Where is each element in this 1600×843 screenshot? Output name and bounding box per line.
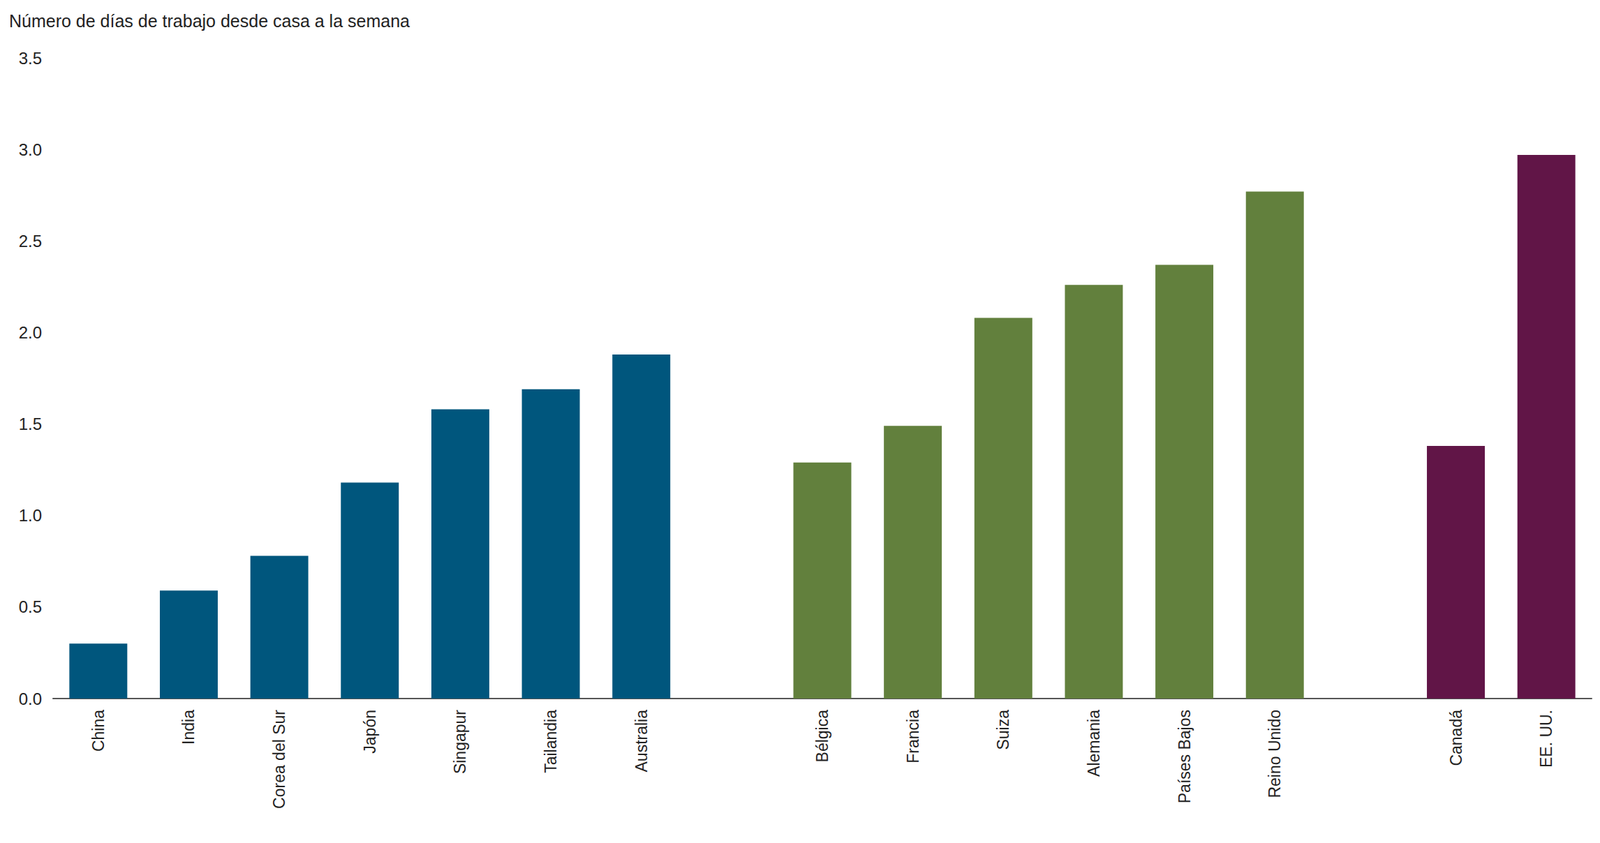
svg-text:Bélgica: Bélgica [813, 709, 832, 764]
svg-text:2.0: 2.0 [18, 323, 42, 343]
svg-text:0.0: 0.0 [18, 689, 42, 709]
svg-text:3.0: 3.0 [18, 140, 42, 160]
svg-text:2.5: 2.5 [18, 231, 42, 251]
svg-text:EE. UU.: EE. UU. [1537, 709, 1556, 768]
svg-text:India: India [179, 709, 198, 745]
svg-text:Singapur: Singapur [450, 709, 470, 775]
svg-text:Alemania: Alemania [1084, 709, 1103, 777]
svg-text:Japón: Japón [360, 709, 380, 754]
svg-text:China: China [89, 709, 108, 752]
svg-text:Número de días de trabajo desd: Número de días de trabajo desde casa a l… [9, 11, 410, 31]
svg-text:0.5: 0.5 [18, 597, 42, 617]
svg-text:Corea del Sur: Corea del Sur [270, 709, 289, 810]
svg-text:Tailandia: Tailandia [541, 709, 560, 774]
svg-text:Reino Unido: Reino Unido [1265, 709, 1284, 799]
svg-text:Australia: Australia [632, 709, 651, 773]
svg-text:1.5: 1.5 [18, 414, 42, 434]
svg-text:3.5: 3.5 [18, 48, 42, 68]
svg-text:Países Bajos: Países Bajos [1175, 709, 1194, 804]
svg-text:Canadá: Canadá [1447, 709, 1466, 767]
svg-text:1.0: 1.0 [18, 506, 42, 525]
svg-text:Suiza: Suiza [994, 709, 1013, 751]
svg-text:Francia: Francia [904, 709, 923, 764]
